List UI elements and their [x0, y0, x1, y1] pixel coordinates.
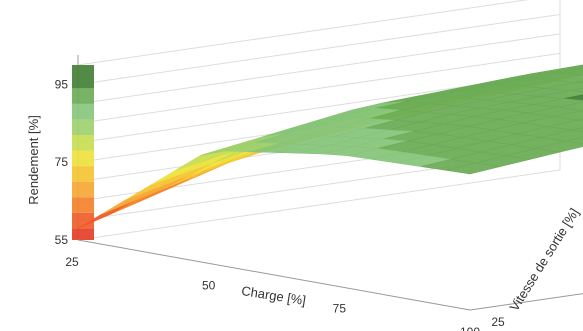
color-bar-band [72, 228, 94, 240]
axes [77, 239, 583, 311]
z-tick-label: 95 [55, 77, 69, 91]
grid-line [77, 33, 561, 105]
x-tick-label: 25 [65, 255, 79, 269]
y-axis-line [469, 293, 583, 311]
grid-line [77, 52, 561, 124]
color-bar-band [72, 150, 94, 167]
grid-line [77, 0, 530, 66]
color-bar-band [72, 166, 94, 182]
x-axis-line [77, 239, 471, 311]
z-tick-label: 55 [55, 233, 69, 247]
color-bar-band [72, 135, 94, 151]
x-tick-label: 100 [460, 325, 480, 331]
color-bar-band [72, 212, 94, 229]
y-axis-title: Vitesse de sortie [%] [506, 205, 581, 313]
grid-line [77, 13, 561, 85]
z-axis-title: Rendement [%] [26, 115, 41, 205]
x-axis-title: Charge [%] [240, 283, 307, 308]
z-tick-label: 75 [55, 155, 69, 169]
color-bar [72, 65, 94, 240]
surface-patch [445, 162, 501, 175]
x-tick-label: 50 [202, 278, 216, 292]
x-tick-label: 75 [333, 302, 347, 316]
color-bar-band [72, 88, 94, 104]
color-bar-band [72, 103, 94, 120]
color-bar-band [72, 197, 94, 213]
grid-line [77, 169, 561, 241]
color-bar-band [72, 65, 94, 89]
surface [77, 64, 583, 229]
color-bar-band [72, 181, 94, 198]
surface-patch [571, 127, 583, 133]
y-tick-label: 25 [491, 315, 505, 329]
color-bar-band [72, 119, 94, 135]
